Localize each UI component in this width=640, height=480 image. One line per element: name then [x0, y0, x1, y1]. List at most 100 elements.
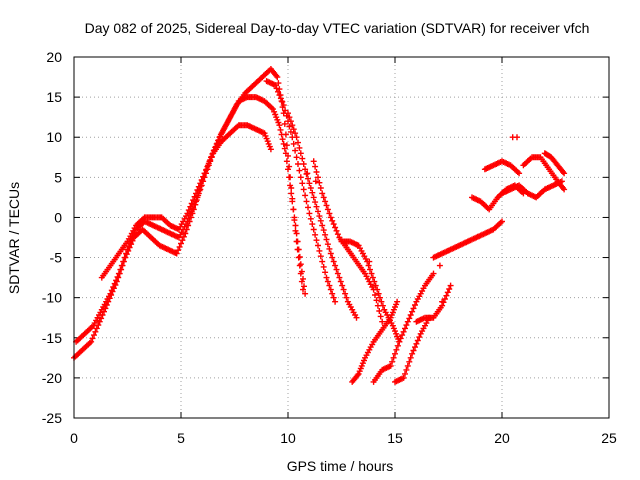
plot-frame	[73, 56, 610, 419]
data-point	[312, 163, 319, 170]
data-point	[281, 145, 288, 152]
data-point	[193, 198, 199, 205]
data-point	[290, 126, 297, 133]
data-point	[289, 198, 296, 205]
data-point	[436, 262, 443, 269]
data-point	[273, 85, 280, 92]
data-point	[390, 354, 397, 361]
data-point	[187, 203, 194, 210]
data-point	[307, 215, 314, 222]
data-point	[115, 270, 122, 277]
data-point	[322, 269, 329, 276]
data-point	[290, 206, 297, 213]
y-tick-label: 0	[54, 209, 62, 225]
data-point	[412, 344, 418, 351]
data-point	[389, 358, 396, 365]
data-point	[275, 80, 282, 87]
data-point	[304, 170, 311, 177]
data-point	[287, 118, 294, 125]
y-tick-label: -20	[42, 370, 62, 386]
data-point	[301, 283, 307, 290]
data-point	[326, 245, 333, 252]
y-tick-label: -5	[50, 250, 63, 266]
y-tick-label: 5	[54, 169, 62, 185]
data-point	[396, 338, 403, 345]
data-point	[291, 214, 298, 221]
data-point	[447, 282, 454, 289]
series-arc-18	[541, 150, 568, 177]
data-point	[353, 314, 360, 321]
data-point	[317, 253, 324, 260]
data-point	[283, 158, 290, 165]
series-arc-13	[464, 218, 505, 245]
data-point	[124, 246, 131, 253]
data-point	[188, 200, 195, 207]
data-point	[368, 270, 375, 277]
data-point	[407, 354, 414, 361]
data-point	[414, 337, 421, 344]
data-point	[302, 290, 309, 297]
data-point	[329, 217, 336, 224]
data-point	[324, 206, 331, 213]
data-point	[516, 170, 523, 177]
data-point	[332, 224, 339, 231]
data-point	[290, 140, 297, 147]
data-point	[178, 240, 184, 247]
data-point	[293, 230, 300, 237]
data-point	[320, 194, 327, 201]
data-point	[317, 217, 324, 224]
data-point	[334, 231, 341, 238]
data-point	[315, 242, 321, 249]
data-point	[298, 268, 305, 275]
x-tick-label: 25	[601, 430, 617, 446]
data-point	[195, 183, 202, 190]
data-point	[412, 302, 418, 308]
data-point	[393, 346, 400, 353]
data-point	[265, 140, 272, 147]
data-point	[310, 158, 317, 165]
data-point	[114, 273, 121, 280]
data-point	[281, 120, 288, 127]
data-point	[406, 315, 413, 322]
data-point	[300, 275, 306, 282]
data-point	[402, 370, 408, 377]
data-point	[306, 210, 313, 217]
data-point	[185, 207, 192, 214]
data-point	[287, 182, 294, 189]
x-tick-label: 10	[280, 430, 296, 446]
data-point	[326, 210, 333, 217]
series-arc-11	[413, 282, 454, 325]
data-point	[387, 362, 394, 369]
data-point	[286, 114, 293, 121]
chart-title: Day 082 of 2025, Sidereal Day-to-day VTE…	[85, 20, 590, 36]
series-arc-15	[481, 158, 523, 177]
data-point	[443, 292, 450, 299]
data-point	[326, 282, 333, 289]
data-point	[113, 277, 120, 284]
data-point	[277, 95, 284, 102]
series-arc-03	[98, 122, 274, 281]
data-point	[377, 294, 383, 301]
data-point	[120, 258, 127, 265]
data-point	[317, 185, 324, 191]
data-point	[274, 74, 281, 81]
data-point	[297, 174, 304, 181]
data-point	[194, 187, 201, 193]
x-axis-label: GPS time / hours	[287, 458, 394, 474]
series-arc-17	[520, 154, 568, 193]
data-point	[276, 92, 283, 99]
data-point	[561, 186, 568, 193]
x-tick-label: 5	[177, 430, 185, 446]
data-point	[121, 254, 128, 261]
data-point	[295, 246, 302, 253]
y-tick-label: 15	[46, 89, 62, 105]
data-point	[319, 190, 326, 197]
data-point	[295, 161, 301, 167]
data-point	[179, 237, 186, 244]
data-point	[324, 278, 331, 285]
data-point	[324, 241, 331, 248]
data-point	[402, 325, 408, 332]
data-point	[392, 350, 398, 357]
data-point	[111, 280, 118, 287]
data-point	[333, 227, 340, 234]
